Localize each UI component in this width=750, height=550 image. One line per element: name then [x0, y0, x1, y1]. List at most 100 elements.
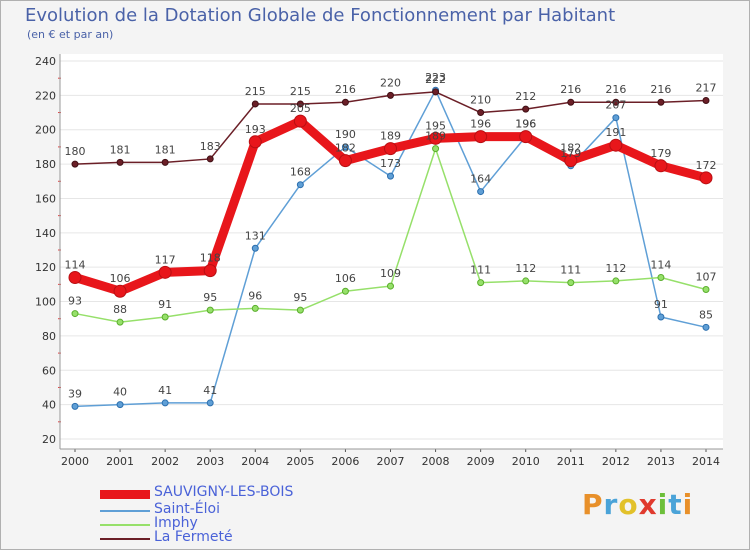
data-label: 216 [335, 83, 356, 96]
chart-subtitle: (en € et par an) [27, 28, 114, 41]
x-tick-label: 2014 [692, 455, 720, 468]
data-label: 210 [470, 94, 491, 107]
data-label: 91 [654, 298, 668, 311]
legend-label: Saint-Éloi [154, 501, 220, 517]
data-label: 189 [425, 130, 446, 143]
y-tick-label: 140 [35, 227, 56, 240]
data-label: 106 [110, 272, 131, 285]
data-point [71, 402, 79, 410]
data-point [702, 286, 710, 294]
data-label: 181 [110, 143, 131, 156]
x-tick-label: 2000 [61, 455, 89, 468]
data-point [68, 270, 82, 284]
data-point [522, 105, 530, 113]
data-label: 196 [470, 118, 491, 131]
data-label: 111 [470, 264, 491, 277]
data-label: 168 [290, 166, 311, 179]
data-label: 173 [380, 157, 401, 170]
data-point [248, 135, 262, 149]
legend-swatch [100, 538, 150, 540]
data-label: 41 [158, 384, 172, 397]
data-point [251, 100, 259, 108]
x-tick-label: 2008 [422, 455, 450, 468]
y-tick-label: 220 [35, 89, 56, 102]
data-point [116, 318, 124, 326]
data-label: 172 [696, 159, 717, 172]
legend-label: La Fermeté [154, 529, 233, 545]
data-label: 117 [155, 253, 176, 266]
data-point [699, 171, 713, 185]
data-label: 189 [380, 130, 401, 143]
y-tick-label: 160 [35, 192, 56, 205]
y-tick-label: 240 [35, 55, 56, 68]
data-label: 95 [203, 291, 217, 304]
legend-label: Imphy [154, 515, 198, 531]
data-point [474, 130, 488, 144]
data-point [161, 313, 169, 321]
data-point [116, 158, 124, 166]
data-point [341, 98, 349, 106]
data-point [477, 279, 485, 287]
x-tick-label: 2005 [286, 455, 314, 468]
data-point [654, 159, 668, 173]
data-point [161, 399, 169, 407]
data-label: 191 [605, 126, 626, 139]
data-label: 95 [293, 291, 307, 304]
data-label: 190 [335, 128, 356, 141]
data-label: 179 [650, 147, 671, 160]
data-point [293, 114, 307, 128]
x-tick-label: 2013 [647, 455, 675, 468]
y-tick-label: 20 [42, 433, 56, 446]
x-tick-label: 2001 [106, 455, 134, 468]
data-point [203, 264, 217, 278]
y-tick-label: 40 [42, 399, 56, 412]
data-label: 223 [425, 71, 446, 84]
data-point [564, 154, 578, 168]
data-point [384, 142, 397, 156]
data-point [251, 244, 259, 252]
data-label: 112 [605, 262, 626, 275]
legend-label: SAUVIGNY-LES-BOIS [154, 484, 294, 500]
x-tick-label: 2003 [196, 455, 224, 468]
data-point [71, 160, 79, 168]
x-tick-label: 2011 [557, 455, 585, 468]
data-point [158, 265, 172, 279]
data-point [116, 401, 124, 409]
y-tick-label: 200 [35, 124, 56, 137]
data-point [338, 154, 352, 168]
data-label: 39 [68, 387, 82, 400]
data-label: 212 [515, 90, 536, 103]
legend-swatch [100, 524, 150, 526]
data-label: 111 [560, 264, 581, 277]
data-label: 181 [155, 143, 176, 156]
x-tick-label: 2007 [377, 455, 405, 468]
data-label: 106 [335, 272, 356, 285]
data-point [612, 114, 620, 122]
data-point [609, 138, 623, 152]
data-label: 215 [290, 85, 311, 98]
data-label: 207 [605, 99, 626, 112]
data-point [341, 287, 349, 295]
data-label: 196 [515, 118, 536, 131]
chart-title: Evolution de la Dotation Globale de Fonc… [25, 5, 616, 26]
data-point [341, 143, 349, 151]
data-point [657, 313, 665, 321]
y-tick-label: 60 [42, 364, 56, 377]
data-label: 216 [560, 83, 581, 96]
y-tick-label: 120 [35, 261, 56, 274]
x-tick-label: 2009 [467, 455, 495, 468]
data-label: 131 [245, 229, 266, 242]
data-label: 196 [515, 118, 536, 131]
data-point [567, 279, 575, 287]
data-label: 112 [515, 262, 536, 275]
x-tick-label: 2004 [241, 455, 269, 468]
data-point [296, 100, 304, 108]
data-point [71, 310, 79, 318]
data-label: 179 [560, 147, 581, 160]
data-label: 93 [68, 295, 82, 308]
data-label: 114 [65, 258, 86, 271]
data-label: 164 [470, 173, 491, 186]
data-label: 222 [425, 73, 446, 86]
data-label: 217 [696, 82, 717, 95]
data-point [702, 97, 710, 105]
